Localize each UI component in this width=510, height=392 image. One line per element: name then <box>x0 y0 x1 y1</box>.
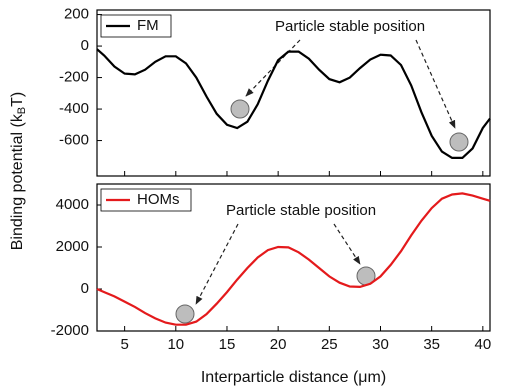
y-tick-label: 0 <box>81 280 89 297</box>
x-tick-label: 25 <box>321 336 338 353</box>
x-tick-label: 40 <box>474 336 491 353</box>
line <box>96 48 491 159</box>
plot-frame <box>96 183 491 332</box>
y-axis-label-part: T) <box>9 92 26 107</box>
y-axis-label-part: B <box>16 107 28 114</box>
particle <box>175 304 195 324</box>
particle <box>230 99 250 119</box>
y-tick-label: -600 <box>59 132 89 149</box>
x-axis-label: Interparticle distance (μm) <box>201 369 386 386</box>
particle <box>449 132 469 152</box>
arrow <box>415 39 456 129</box>
y-axis-label-part: Binding potential (k <box>9 113 26 250</box>
legend-box <box>100 188 192 212</box>
x-tick-label: 30 <box>372 336 389 353</box>
x-tick-label: 15 <box>219 336 236 353</box>
y-tick-label: 200 <box>64 6 89 23</box>
y-tick-label: -2000 <box>51 322 89 339</box>
legend-label: HOMs <box>137 191 180 208</box>
y-axis-label: Binding potential (kBT) <box>9 92 28 251</box>
plot-frame <box>96 9 491 177</box>
x-tick-label: 20 <box>270 336 287 353</box>
y-tick-label: 4000 <box>56 196 89 213</box>
x-tick-label: 5 <box>120 336 128 353</box>
annotation: Particle stable position <box>275 18 425 35</box>
y-tick-label: -400 <box>59 100 89 117</box>
legend-label: FM <box>137 17 159 34</box>
arrow <box>333 223 361 265</box>
particles <box>175 99 469 324</box>
y-tick-label: 0 <box>81 37 89 54</box>
legend-box <box>100 14 172 38</box>
x-tick-label: 35 <box>423 336 440 353</box>
y-tick-label: -200 <box>59 69 89 86</box>
arrows <box>195 39 456 305</box>
y-tick-label: 2000 <box>56 238 89 255</box>
annotation: Particle stable position <box>226 202 376 219</box>
arrow <box>195 223 239 305</box>
line <box>96 192 491 326</box>
x-tick-label: 10 <box>167 336 184 353</box>
